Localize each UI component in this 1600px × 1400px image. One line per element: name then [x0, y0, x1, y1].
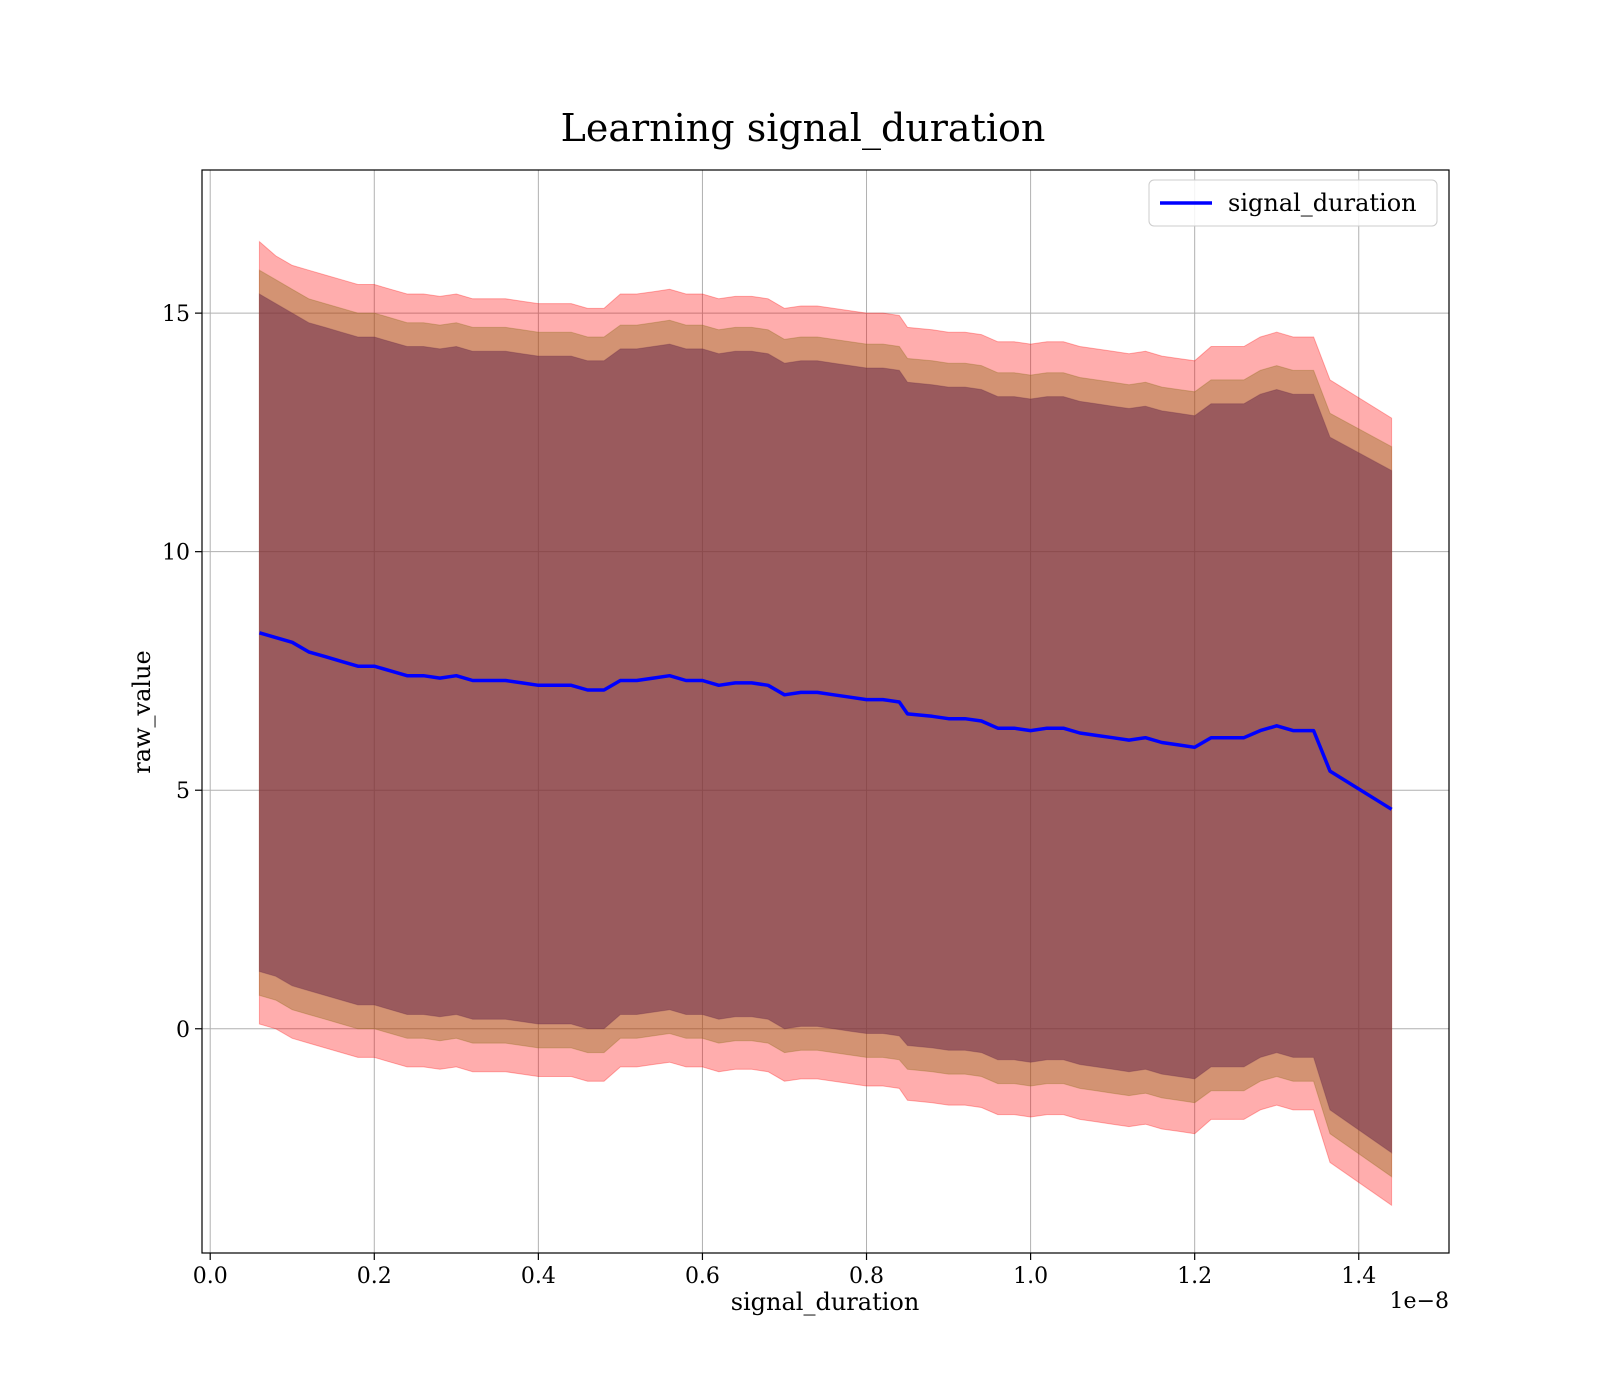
x-tick-label: 1.0 — [1013, 1264, 1048, 1289]
x-tick-label: 0.6 — [685, 1264, 720, 1289]
y-tick-label: 0 — [176, 1018, 190, 1043]
band-inner — [258, 293, 1393, 1154]
chart-title: Learning signal_duration — [561, 106, 1046, 151]
series-line-signal-duration — [258, 631, 1393, 811]
x-axis-offset-label: 1e−8 — [1390, 1289, 1449, 1314]
series-lines — [258, 631, 1393, 811]
y-axis-label: raw_value — [128, 650, 156, 774]
plot-frame — [201, 169, 1450, 1254]
confidence-bands — [258, 240, 1393, 1207]
x-tick-label: 0.2 — [357, 1264, 392, 1289]
y-tick-label: 10 — [162, 541, 190, 566]
x-tick-label: 0.8 — [849, 1264, 884, 1289]
y-tick-label: 5 — [176, 779, 190, 804]
x-tick-label: 0.0 — [193, 1264, 228, 1289]
x-tick-label: 1.2 — [1177, 1264, 1212, 1289]
axis-ticks: 0.0 0.2 0.4 0.6 0.8 1.0 1.2 1.4 0 5 10 15 — [162, 302, 1376, 1289]
legend-box — [1148, 179, 1438, 227]
legend: signal_duration — [1148, 179, 1438, 227]
x-tick-label: 1.4 — [1341, 1264, 1376, 1289]
x-tick-label: 0.4 — [521, 1264, 556, 1289]
y-tick-label: 15 — [162, 302, 190, 327]
x-axis-label: signal_duration — [731, 1288, 920, 1316]
legend-label-signal-duration: signal_duration — [1228, 189, 1417, 217]
